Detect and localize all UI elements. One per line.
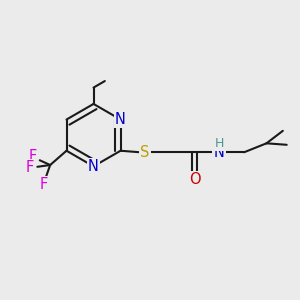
Text: F: F [40, 177, 48, 192]
Text: F: F [28, 149, 36, 164]
Text: N: N [88, 159, 99, 174]
Text: H: H [215, 137, 224, 150]
Text: O: O [189, 172, 200, 187]
Text: N: N [214, 145, 224, 160]
Text: S: S [140, 145, 150, 160]
Text: F: F [26, 160, 34, 175]
Text: N: N [115, 112, 126, 127]
